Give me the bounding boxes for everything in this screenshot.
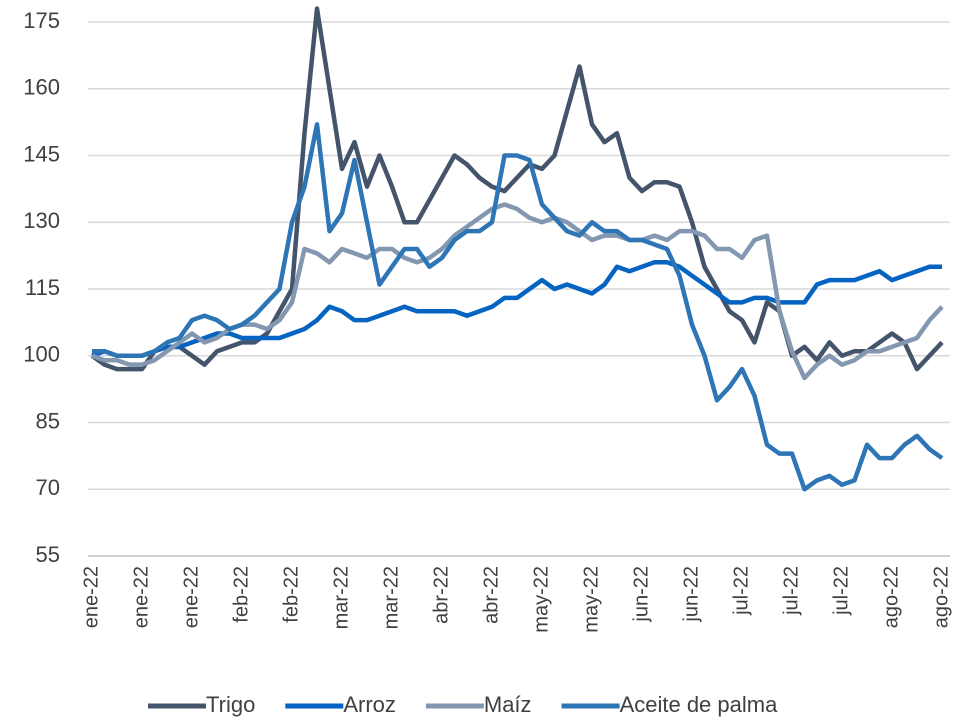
y-tick-label: 130: [23, 208, 60, 233]
x-tick-label: abr-22: [430, 566, 452, 624]
legend-label: Maíz: [484, 692, 532, 717]
y-tick-label: 100: [23, 342, 60, 367]
x-tick-label: ene-22: [80, 566, 102, 628]
series-line: [91, 260, 942, 358]
legend: Trigo Arroz Maíz Aceite de palma: [148, 692, 778, 717]
x-tick-label: mar-22: [330, 566, 352, 629]
series-line: [92, 122, 944, 492]
x-tick-label: may-22: [530, 566, 552, 633]
x-tick-label: jun-22: [680, 566, 702, 623]
series-line: [90, 6, 944, 372]
y-tick-label: 55: [36, 542, 60, 567]
x-tick-label: jun-22: [630, 566, 652, 623]
y-tick-label: 145: [23, 141, 60, 166]
y-tick-label: 70: [36, 475, 60, 500]
y-tick-label: 175: [23, 8, 60, 33]
y-tick-label: 85: [36, 408, 60, 433]
x-tick-label: ene-22: [130, 566, 152, 628]
x-tick-label: jul-22: [780, 566, 802, 616]
legend-label: Trigo: [206, 692, 255, 717]
legend-label: Aceite de palma: [620, 692, 779, 717]
x-tick-label: feb-22: [230, 566, 252, 623]
y-tick-label: 115: [25, 275, 60, 300]
x-tick-label: ago-22: [880, 566, 902, 628]
x-tick-label: may-22: [580, 566, 602, 633]
x-tick-label: feb-22: [280, 566, 302, 623]
x-tick-label: jul-22: [830, 566, 852, 616]
x-tick-label: abr-22: [480, 566, 502, 624]
x-tick-label: mar-22: [380, 566, 402, 629]
y-tick-label: 160: [23, 75, 60, 100]
legend-label: Arroz: [343, 692, 396, 717]
x-tick-label: ene-22: [180, 566, 202, 628]
x-tick-label: jul-22: [730, 566, 752, 616]
x-tick-label: ago-22: [930, 566, 952, 628]
